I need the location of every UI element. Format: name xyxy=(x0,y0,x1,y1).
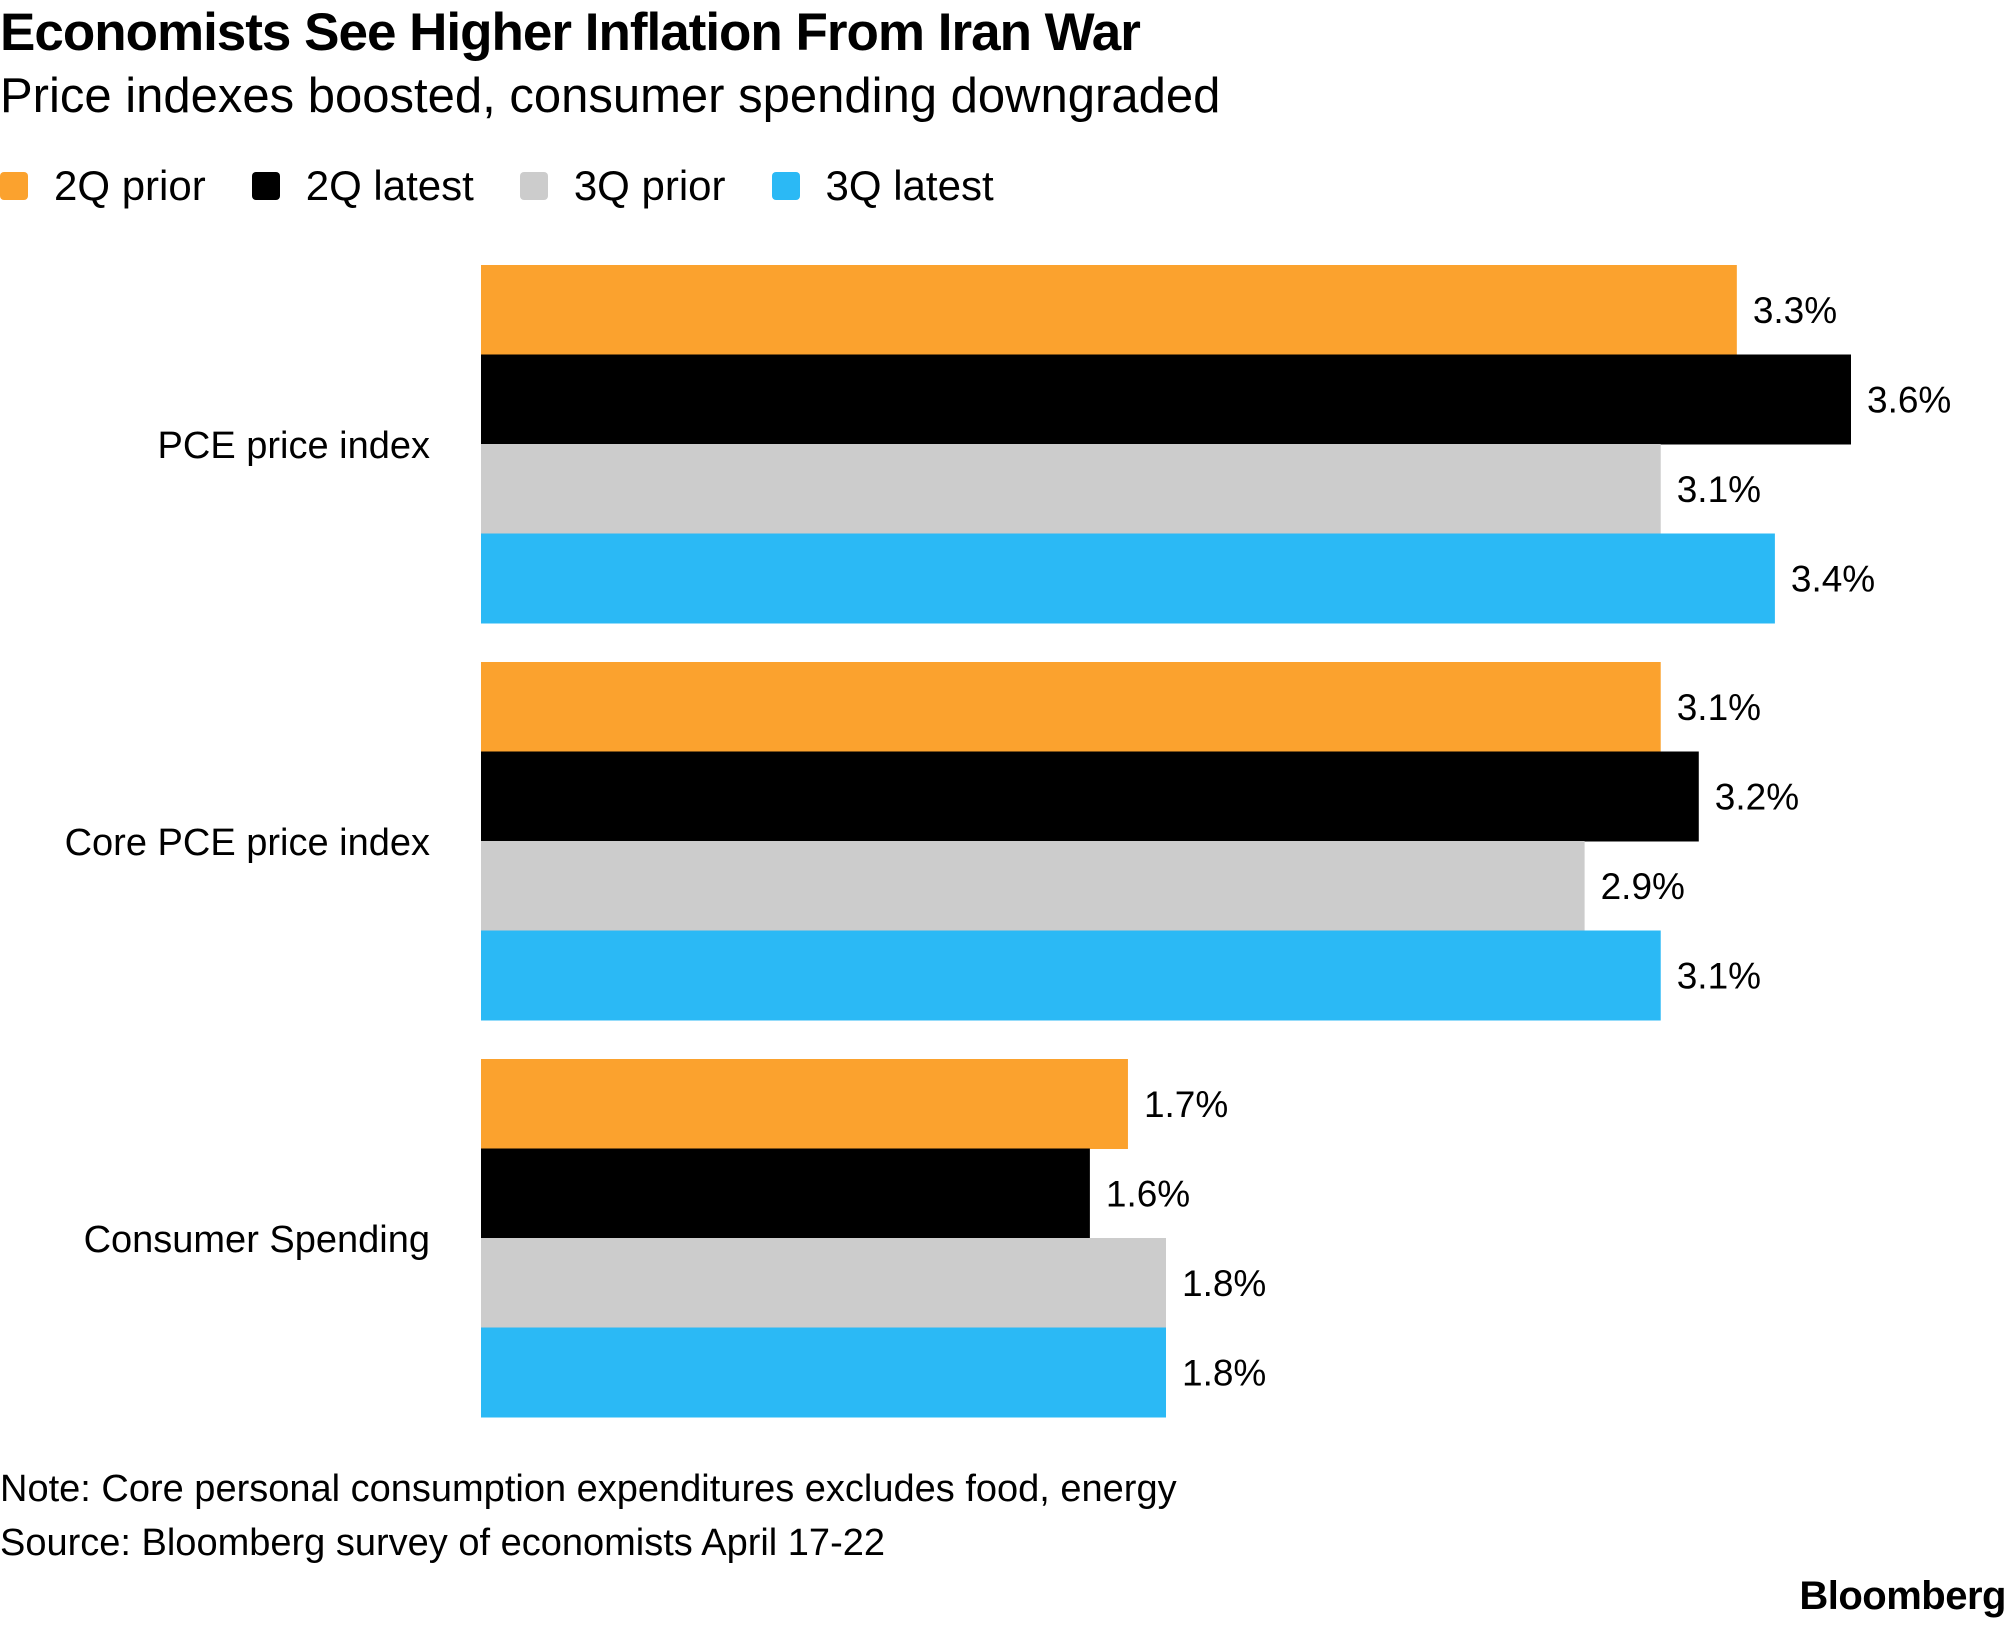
bar-consumer-spending-3q-latest xyxy=(481,1327,1166,1418)
bar-pce-price-index-2q-prior xyxy=(481,265,1737,355)
legend-swatch-2q-latest xyxy=(251,172,280,200)
bar-pce-price-index-3q-prior xyxy=(481,444,1661,534)
bar-core-pce-price-index-3q-latest xyxy=(481,930,1661,1021)
legend-item-2q-latest: 2Q latest xyxy=(251,162,474,210)
chart-legend: 2Q prior 2Q latest 3Q prior 3Q latest xyxy=(0,158,1040,214)
category-label-core-pce-price-index: Core PCE price index xyxy=(65,822,430,864)
category-label-consumer-spending: Consumer Spending xyxy=(84,1219,430,1261)
legend-item-2q-prior: 2Q prior xyxy=(0,162,206,210)
legend-item-3q-prior: 3Q prior xyxy=(519,162,726,210)
bloomberg-logo: Bloomberg xyxy=(1799,1574,2006,1618)
value-label-core-pce-price-index-3q-latest: 3.1% xyxy=(1677,955,1761,996)
bar-core-pce-price-index-2q-latest xyxy=(481,751,1699,842)
legend-item-3q-latest: 3Q latest xyxy=(771,162,994,210)
legend-label-2q-prior: 2Q prior xyxy=(54,162,206,209)
legend-label-2q-latest: 2Q latest xyxy=(305,162,474,209)
value-label-pce-price-index-2q-latest: 3.6% xyxy=(1867,379,1951,420)
legend-label-3q-prior: 3Q prior xyxy=(573,162,726,209)
value-label-core-pce-price-index-2q-prior: 3.1% xyxy=(1677,687,1761,728)
bar-pce-price-index-3q-latest xyxy=(481,533,1775,624)
value-label-pce-price-index-2q-prior: 3.3% xyxy=(1753,290,1837,331)
value-label-consumer-spending-2q-latest: 1.6% xyxy=(1106,1173,1190,1214)
legend-swatch-2q-prior xyxy=(0,172,28,200)
value-label-core-pce-price-index-3q-prior: 2.9% xyxy=(1601,866,1685,907)
bar-core-pce-price-index-3q-prior xyxy=(481,841,1585,931)
bar-chart: PCE price index 3.3% 3.6% 3.1% 3.4% Core PCE … xyxy=(65,265,1951,1418)
bar-consumer-spending-3q-prior xyxy=(481,1238,1166,1328)
value-label-core-pce-price-index-2q-latest: 3.2% xyxy=(1715,776,1799,817)
value-label-consumer-spending-3q-prior: 1.8% xyxy=(1182,1263,1266,1304)
bar-consumer-spending-2q-latest xyxy=(481,1148,1090,1239)
value-label-pce-price-index-3q-latest: 3.4% xyxy=(1791,558,1875,599)
chart-subtitle: Price indexes boosted, consumer spending… xyxy=(0,69,1221,123)
chart-note: Note: Core personal consumption expendit… xyxy=(0,1468,1177,1510)
value-label-pce-price-index-3q-prior: 3.1% xyxy=(1677,469,1761,510)
category-label-pce-price-index: PCE price index xyxy=(158,425,430,467)
bar-pce-price-index-2q-latest xyxy=(481,354,1851,445)
chart-source: Source: Bloomberg survey of economists A… xyxy=(0,1522,885,1564)
value-label-consumer-spending-2q-prior: 1.7% xyxy=(1144,1084,1228,1125)
value-label-consumer-spending-3q-latest: 1.8% xyxy=(1182,1352,1266,1393)
bar-consumer-spending-2q-prior xyxy=(481,1059,1128,1149)
legend-swatch-3q-latest xyxy=(771,172,800,200)
legend-label-3q-latest: 3Q latest xyxy=(825,162,994,209)
legend-swatch-3q-prior xyxy=(519,172,548,200)
bar-core-pce-price-index-2q-prior xyxy=(481,662,1661,752)
chart-title: Economists See Higher Inflation From Ira… xyxy=(0,3,1141,62)
